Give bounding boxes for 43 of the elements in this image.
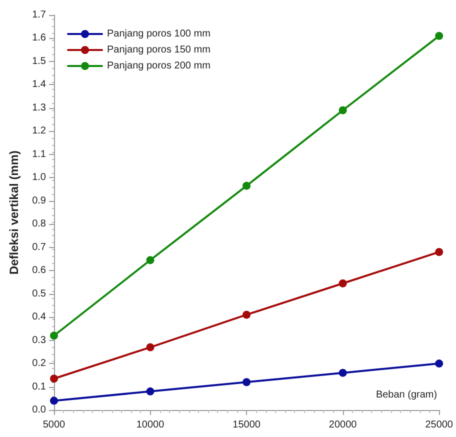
point <box>242 310 251 319</box>
point <box>146 387 154 396</box>
y-tick-label: 1.5 <box>32 56 46 67</box>
point <box>435 360 444 368</box>
y-tick-label: 0.0 <box>32 404 46 416</box>
y-tick-label: 0.7 <box>32 242 46 253</box>
y-tick-label: 0.9 <box>32 195 46 206</box>
y-tick-label: 1.1 <box>32 148 46 160</box>
y-tick-label: 1.2 <box>32 126 46 137</box>
legend-label: Panjang poros 200 mm <box>107 60 210 72</box>
x-axis-title: Beban (gram) <box>376 390 438 400</box>
legend-label: Panjang poros 150 mm <box>107 44 210 56</box>
y-tick-label: 0.5 <box>32 288 46 300</box>
point <box>146 343 154 352</box>
y-tick-label: 0.8 <box>32 218 46 230</box>
y-tick-label: 1.0 <box>32 172 46 184</box>
point <box>338 368 347 377</box>
y-tick-label: 0.6 <box>32 265 46 276</box>
y-tick-label: 1.6 <box>32 32 46 44</box>
y-axis-title: Defleksi vertikal (mm) <box>7 150 21 275</box>
y-tick-label: 1.4 <box>32 79 46 90</box>
point <box>146 256 154 264</box>
x-tick-label: 15000 <box>232 420 261 430</box>
point <box>435 32 444 40</box>
x-tick-label: 5000 <box>42 420 66 430</box>
y-tick-label: 0.3 <box>32 334 46 346</box>
point <box>242 182 251 190</box>
y-tick-label: 0.2 <box>32 358 46 370</box>
x-tick-label: 20000 <box>328 420 358 430</box>
point <box>338 279 347 288</box>
y-tick-label: 1.3 <box>32 102 46 114</box>
y-tick-label: 0.4 <box>32 312 46 323</box>
point <box>242 378 251 386</box>
point <box>338 106 347 114</box>
y-tick-label: 1.7 <box>32 10 46 20</box>
x-tick-label: 10000 <box>136 420 165 430</box>
point <box>50 374 58 383</box>
legend-label: Panjang poros 100 mm <box>107 28 210 40</box>
point <box>435 248 444 256</box>
x-tick-label: 25000 <box>425 420 454 430</box>
point <box>50 332 58 340</box>
y-tick-label: 0.1 <box>32 381 46 392</box>
point <box>50 396 58 405</box>
